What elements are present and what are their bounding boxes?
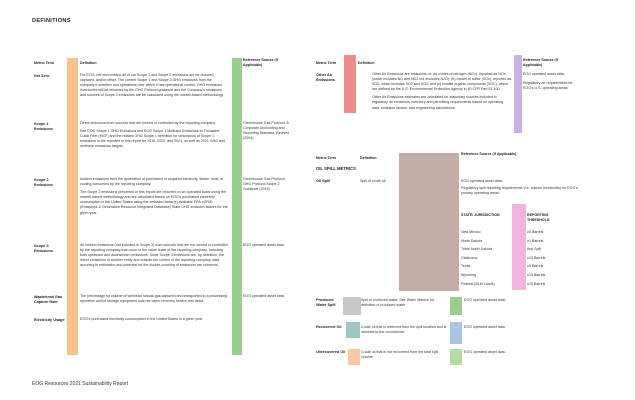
definition-scope-2-emissions: Indirect emissions from the generation o…: [80, 177, 228, 215]
unrecovered-oil-bar: [348, 349, 360, 365]
threshold-table-row: North Dakota ≥1 Barrels: [461, 239, 571, 248]
term-net-zero: Net Zero: [34, 74, 50, 78]
reference-oil-spill: EOG operated asset data. Regulatory spil…: [461, 179, 578, 196]
reference-unrecovered-oil: EOG operated asset data.: [464, 350, 506, 354]
term-other-air-emissions: Other Air Emissions: [316, 73, 335, 83]
oil-spill-definition-bar: [399, 153, 459, 291]
jurisdiction-cell: Tribal North Dakota: [461, 247, 493, 252]
reference-scope-2-emissions: Greenhouse Gas Protocol, GHG Protocol Sc…: [243, 177, 286, 192]
threshold-header: REPORTING THRESHOLD: [527, 213, 550, 222]
threshold-table-row: Texas ≥5 Barrels: [461, 264, 571, 273]
term-recovered-oil: Recovered Oil: [316, 325, 342, 329]
threshold-cell: ≥5 Barrels: [527, 230, 544, 234]
definition-recovered-oil: Crude oil that is retrieved from the spi…: [361, 325, 447, 335]
definition-other-air-emissions: Other Air Emissions are emissions of: (a…: [372, 72, 512, 110]
right-header-definition: Definition: [358, 61, 375, 65]
threshold-table: New Mexico ≥5 Barrels North Dakota ≥1 Barre…: [461, 230, 571, 290]
definition-produced-water-spill: Spill of produced water. See Water Metri…: [361, 298, 434, 308]
definition-electricity-usage: EOG's purchased electricity consumption …: [80, 317, 204, 321]
page-footer: EOG Resources 2021 Sustainability Report: [32, 381, 129, 387]
threshold-cell: ≥5 Barrels: [527, 264, 544, 269]
reference-other-air-emissions: EOG operated asset data. Regulatory air …: [523, 72, 573, 91]
threshold-cell: Any Spill: [527, 247, 541, 252]
threshold-cell: ≥10 Barrels: [527, 281, 546, 286]
term-oil-spill: Oil Spill: [316, 179, 331, 183]
definition-scope-3-emissions: All indirect emissions (not included in …: [80, 243, 228, 268]
produced-water-bar: [343, 297, 361, 315]
definition-wellhead-gas-capture-rate: The percentage by volume of wellhead nat…: [80, 294, 228, 304]
threshold-table-row: New Mexico ≥5 Barrels: [461, 230, 571, 239]
term-electricity-usage: Electricity Usage: [34, 318, 65, 322]
produced-water-ref-bar: [450, 297, 462, 315]
recovered-oil-bar: [346, 322, 360, 338]
definition-unrecovered-oil: Crude oil that is not recovered from the…: [361, 350, 439, 360]
jurisdiction-cell: North Dakota: [461, 238, 483, 243]
threshold-table-row: Tribal North Dakota Any Spill: [461, 247, 571, 256]
jurisdiction-cell: New Mexico: [461, 230, 481, 234]
term-unrecovered-oil: Unrecovered Oil: [316, 350, 346, 354]
definition-net-zero: For EOG, net zero means all of our Scope…: [80, 73, 224, 98]
threshold-cell: ≥10 Barrels: [527, 272, 546, 277]
reference-scope-1-emissions: Greenhouse Gas Protocol, A Corporate Acc…: [243, 121, 290, 141]
jurisdiction-cell: Texas: [461, 264, 471, 269]
page-title: DEFINITIONS: [32, 18, 71, 24]
reference-recovered-oil: EOG operated asset data.: [464, 325, 506, 329]
term-scope-1-emissions: Scope 1 Emissions: [34, 122, 53, 132]
right-top-reference-bar: [514, 55, 522, 133]
left-definition-bar: [67, 58, 78, 355]
left-reference-bar: [232, 58, 242, 355]
unrecovered-oil-ref-bar: [450, 349, 462, 365]
threshold-table-row: Wyoming ≥10 Barrels: [461, 273, 571, 282]
term-wellhead-gas-capture-rate: Wastehead Gas Capture Rate: [34, 295, 63, 305]
oil-header-definition: Definition: [360, 156, 377, 160]
term-produced-water-spill: Produced Water Spill: [316, 298, 336, 308]
term-scope-2-emissions: Scope 2 Emissions: [34, 178, 53, 188]
threshold-cell: ≥10 Barrels: [527, 255, 546, 260]
threshold-table-row: Federal (BLM Lands) ≥10 Barrels: [461, 282, 571, 291]
oil-header-term: Metric Term: [316, 156, 337, 160]
reference-produced-water-spill: EOG operated asset data.: [464, 298, 506, 302]
definition-scope-1-emissions: Direct emissions from sources that are o…: [80, 121, 226, 149]
threshold-cell: ≥1 Barrels: [527, 238, 544, 243]
term-scope-3-emissions: Scope 3 Emissions: [34, 244, 53, 254]
oil-header-reference: Reference Source (If Applicable): [461, 152, 517, 156]
right-header-term: Metric Term: [316, 61, 337, 65]
jurisdiction-cell: Wyoming: [461, 272, 476, 277]
jurisdiction-cell: Oklahoma: [461, 255, 478, 260]
left-header-reference: Reference Source (If Applicable): [243, 58, 278, 67]
left-header-definition: Definition: [80, 61, 97, 65]
reference-wellhead-gas-capture-rate: EOG operated asset data.: [243, 294, 285, 298]
oil-spill-threshold-bar: [512, 204, 526, 290]
jurisdiction-header: STATE/ JURISDICTION: [461, 213, 500, 217]
recovered-oil-ref-bar: [450, 322, 462, 344]
jurisdiction-cell: Federal (BLM Lands): [461, 281, 495, 286]
right-header-reference: Reference Source (If Applicable): [523, 58, 558, 67]
left-header-term: Metric Term: [34, 61, 55, 65]
oil-spill-section-title: OIL SPILL METRICS: [316, 166, 356, 171]
right-top-definition-bar: [344, 55, 356, 113]
threshold-table-row: Oklahoma ≥10 Barrels: [461, 256, 571, 265]
reference-scope-3-emissions: EOG operated asset data.: [243, 243, 285, 247]
definition-oil-spill: Spill of crude oil.: [360, 179, 387, 183]
